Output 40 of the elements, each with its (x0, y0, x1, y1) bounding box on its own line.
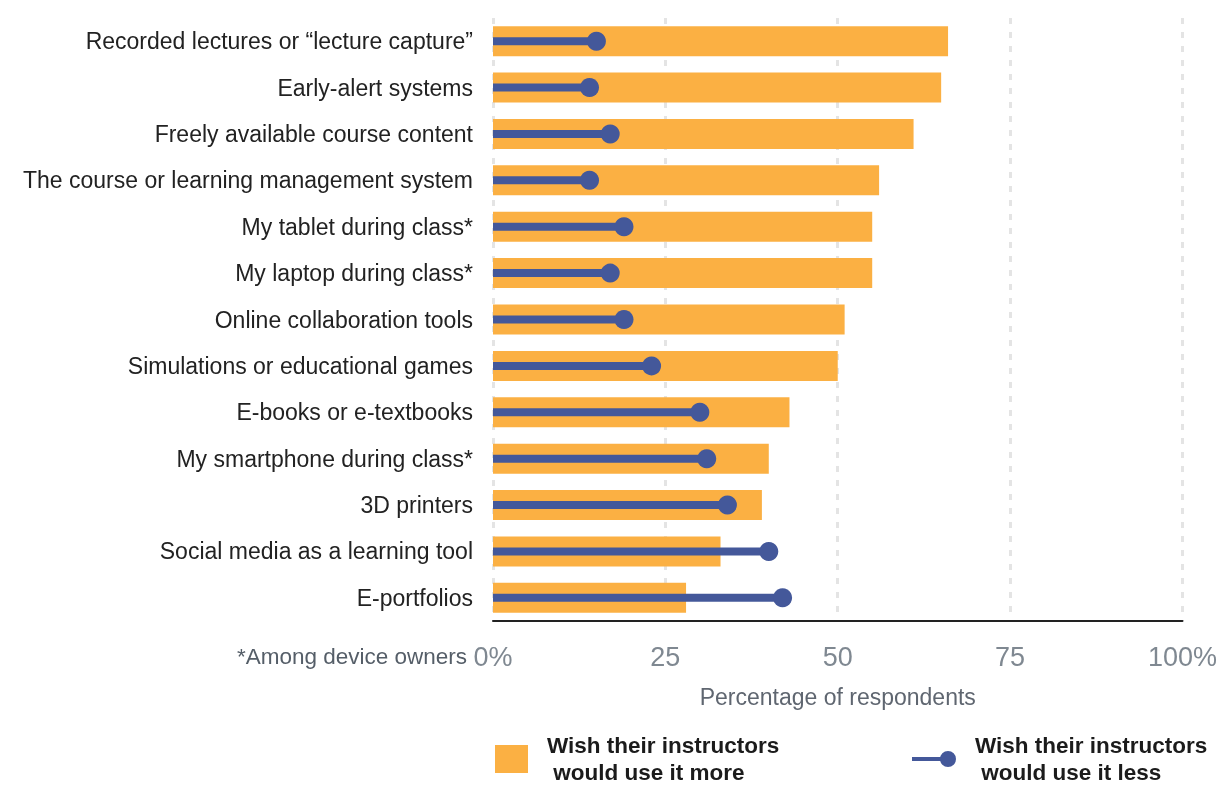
text: *Among device owners (236, 644, 468, 669)
y-tick-label: Recorded lectures or “lecture capture” (85, 28, 473, 55)
point (614, 217, 634, 237)
y-tick-label: The course or learning management system (23, 167, 473, 194)
point (586, 31, 606, 51)
point (614, 310, 634, 329)
x-tick-label: 25 (650, 641, 681, 672)
legend-label: Wish their instructors would use it less (975, 733, 1208, 785)
x-axis-title: Percentage of respondents (699, 683, 976, 710)
point (580, 78, 600, 98)
bar (493, 26, 949, 57)
x-tick-label: 100% (1147, 641, 1217, 672)
point (580, 170, 600, 190)
y-tick-label: Freely available course content (154, 120, 474, 147)
y-tick-label: E-books or e-textbooks (236, 399, 473, 426)
x-tick-label: 50 (822, 641, 853, 672)
y-tick-label: Simulations or educational games (127, 352, 473, 379)
point (690, 402, 710, 422)
bar (493, 72, 942, 103)
point (600, 263, 620, 283)
y-tick-label: Early-alert systems (277, 74, 473, 101)
y-tick-label: E-portfolios (356, 584, 473, 611)
point (697, 449, 717, 469)
point (773, 588, 793, 608)
x-tick-label: 0% (473, 641, 513, 672)
y-tick-label: My tablet during class* (241, 213, 474, 240)
point (642, 356, 662, 376)
y-tick-label: My smartphone during class* (176, 445, 474, 472)
y-tick-label: 3D printers (360, 492, 473, 519)
bar (493, 165, 880, 196)
bar (493, 258, 873, 289)
point (600, 124, 620, 144)
x-tick-label: 75 (995, 641, 1026, 672)
y-tick-label: Social media as a learning tool (159, 538, 473, 565)
bar (493, 118, 914, 149)
y-tick-label: Online collaboration tools (214, 306, 473, 333)
point (759, 541, 779, 561)
point (717, 495, 737, 515)
y-tick-label: My laptop during class* (235, 260, 474, 287)
legend-label: Wish their instructors would use it more (547, 733, 780, 785)
